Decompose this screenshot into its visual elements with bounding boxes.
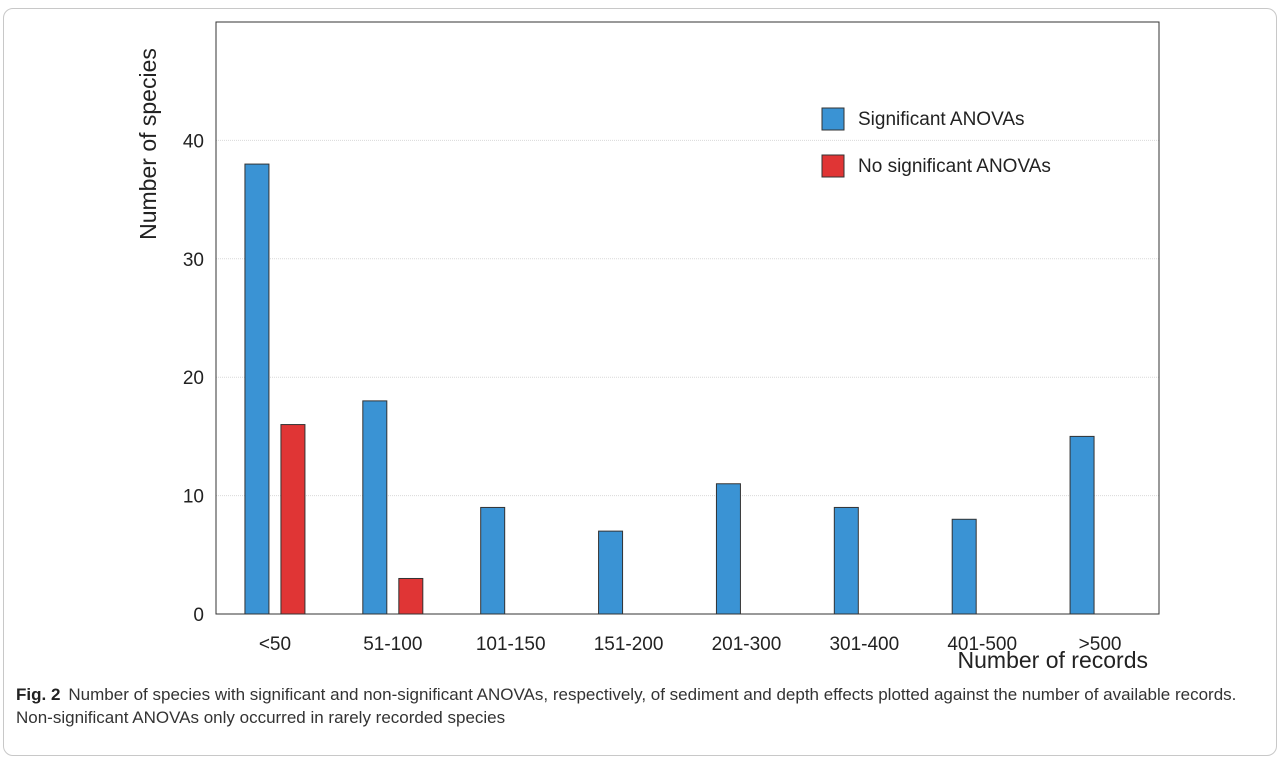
- axes: [215, 21, 1160, 615]
- bar-significant: [480, 506, 506, 615]
- legend: Significant ANOVAs No significant ANOVAs: [821, 107, 1051, 178]
- x-tick-label: 101-150: [476, 634, 546, 655]
- y-tick-label: 30: [183, 250, 204, 271]
- grid-lines: [216, 139, 1159, 497]
- x-tick-label: 151-200: [594, 634, 664, 655]
- bar-significant: [715, 483, 741, 615]
- bar-significant: [362, 400, 388, 615]
- bar-not-significant: [280, 424, 306, 615]
- bar-chart: 0 10 20 30 40 <50 51-100 101-150 151-200 201-300 3…: [135, 21, 1160, 673]
- legend-swatch: [821, 154, 845, 178]
- bar-significant: [1069, 435, 1095, 615]
- x-tick-label: 401-500: [947, 634, 1017, 655]
- figure-frame: [3, 8, 1277, 756]
- plot-area-frame: [215, 21, 1160, 615]
- y-tick-label: 0: [193, 605, 204, 626]
- figure-label: Fig. 2: [16, 685, 61, 704]
- tick-labels: 0 10 20 30 40 <50 51-100 101-150 151-200 201-300 3…: [183, 131, 1122, 655]
- y-tick-label: 40: [183, 131, 204, 152]
- bar-significant: [833, 506, 859, 615]
- figure-caption: Fig. 2 Number of species with significant…: [16, 683, 1266, 729]
- legend-label: Significant ANOVAs: [858, 109, 1025, 130]
- x-axis-label: Number of records: [958, 647, 1148, 673]
- legend-label: No significant ANOVAs: [858, 156, 1051, 177]
- bar-significant: [244, 163, 270, 615]
- caption-text: Number of species with significant and n…: [16, 685, 1237, 727]
- y-tick-label: 20: [183, 368, 204, 389]
- bars: [244, 163, 1095, 615]
- x-tick-label: <50: [259, 634, 291, 655]
- x-tick-label: 51-100: [363, 634, 422, 655]
- x-tick-label: 201-300: [712, 634, 782, 655]
- y-axis-label: Number of species: [135, 48, 161, 240]
- x-tick-label: >500: [1079, 634, 1122, 655]
- x-tick-label: 301-400: [829, 634, 899, 655]
- bar-significant: [598, 530, 624, 615]
- legend-swatch: [821, 107, 845, 131]
- y-tick-label: 10: [183, 487, 204, 508]
- bar-significant: [951, 518, 977, 615]
- bar-not-significant: [398, 577, 424, 615]
